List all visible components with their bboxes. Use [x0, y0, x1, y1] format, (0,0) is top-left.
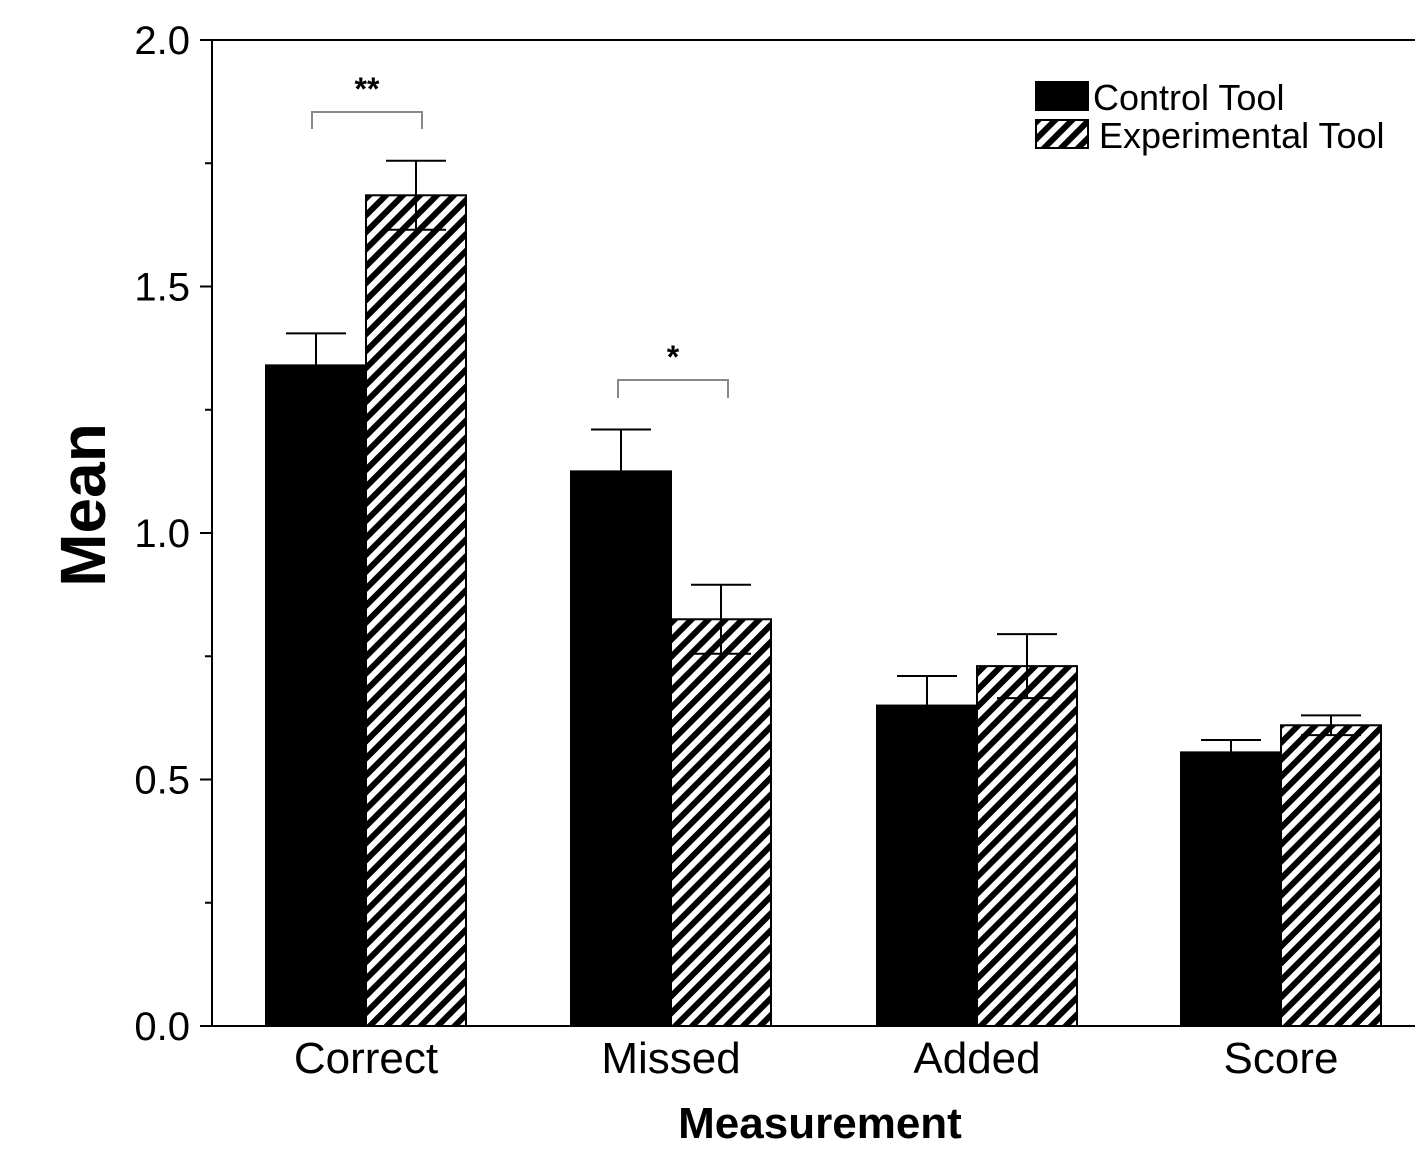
significance-bracket	[311, 111, 423, 129]
x-tick-label: Correct	[294, 1034, 438, 1083]
bar-experimental-tool	[976, 665, 1078, 1027]
significance-bracket	[617, 379, 729, 398]
y-tick-label: 2.0	[134, 19, 190, 63]
bar-experimental-tool	[670, 618, 772, 1028]
legend-label: Experimental Tool	[1099, 115, 1385, 156]
legend-swatch-experimental-tool	[1035, 119, 1089, 149]
bar-control-tool	[876, 704, 978, 1027]
bar-control-tool	[1180, 751, 1282, 1027]
significance-marker: *	[667, 339, 680, 375]
bar-experimental-tool	[365, 194, 467, 1028]
legend-label: Control Tool	[1093, 77, 1284, 118]
legend-swatch-control-tool	[1035, 81, 1089, 111]
y-tick-label: 1.5	[134, 266, 190, 310]
y-tick-label: 1.0	[134, 512, 190, 556]
y-axis-title: Mean	[47, 423, 119, 587]
x-tick-label: Missed	[601, 1034, 740, 1083]
significance-marker: **	[355, 71, 380, 107]
bar-control-tool	[265, 364, 367, 1027]
bar-experimental-tool	[1280, 724, 1382, 1028]
y-tick-label: 0.0	[134, 1005, 190, 1049]
y-tick-label: 0.5	[134, 759, 190, 803]
x-tick-label: Added	[913, 1034, 1040, 1083]
bar-control-tool	[570, 470, 672, 1027]
x-tick-label: Score	[1224, 1034, 1339, 1083]
x-axis-title: Measurement	[678, 1099, 962, 1148]
